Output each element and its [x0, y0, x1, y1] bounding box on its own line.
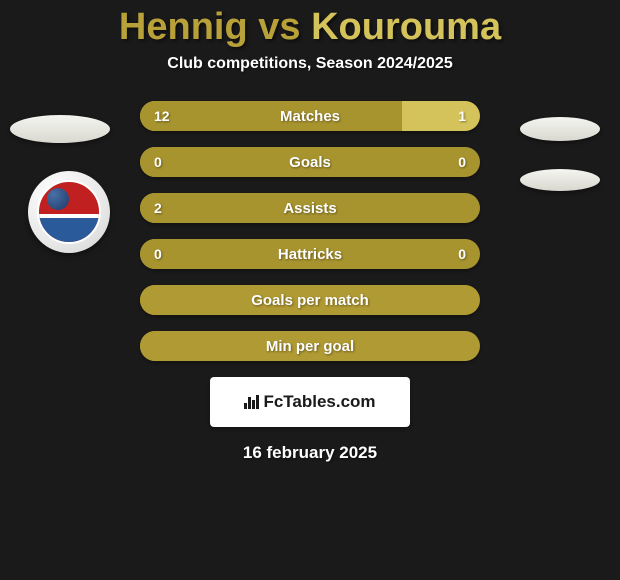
stat-label: Goals per match — [251, 292, 369, 309]
stat-label: Matches — [280, 108, 340, 125]
fctables-text: FcTables.com — [263, 392, 375, 412]
stat-right-segment — [466, 285, 480, 315]
stat-label: Assists — [283, 200, 336, 217]
chart-area: 12 1 Matches 0 0 Goals 2 Assists 0 0 Hattricks Goal… — [0, 101, 620, 463]
club-badge-inner — [37, 180, 101, 244]
comparison-card: Hennig vs Kourouma Club competitions, Se… — [0, 0, 620, 580]
fctables-watermark: FcTables.com — [210, 377, 410, 427]
stat-left-value: 2 — [154, 200, 162, 216]
player2-name: Kourouma — [311, 6, 501, 48]
stat-label: Hattricks — [278, 246, 342, 263]
stat-row-goals-per-match: Goals per match — [140, 285, 480, 315]
stat-right-value: 0 — [458, 154, 466, 170]
stat-left-value: 0 — [154, 246, 162, 262]
club-badge — [28, 171, 110, 253]
stat-right-segment: 1 — [402, 101, 480, 131]
stat-right-segment: 0 — [310, 147, 480, 177]
fctables-label: FcTables.com — [244, 392, 375, 412]
stat-left-value: 0 — [154, 154, 162, 170]
stat-label: Goals — [289, 154, 331, 171]
player1-name: Hennig — [119, 6, 248, 48]
stat-left-value: 12 — [154, 108, 170, 124]
stat-row-matches: 12 1 Matches — [140, 101, 480, 131]
subtitle: Club competitions, Season 2024/2025 — [0, 55, 620, 73]
date: 16 february 2025 — [0, 443, 620, 463]
player2-marker-ellipse-2 — [520, 169, 600, 191]
player2-marker-ellipse-1 — [520, 117, 600, 141]
stat-right-value: 0 — [458, 246, 466, 262]
stat-left-segment: 0 — [140, 147, 310, 177]
stat-row-hattricks: 0 0 Hattricks — [140, 239, 480, 269]
page-title: Hennig vs Kourouma — [0, 0, 620, 49]
stat-row-min-per-goal: Min per goal — [140, 331, 480, 361]
stat-right-segment — [466, 331, 480, 361]
stat-row-assists: 2 Assists — [140, 193, 480, 223]
comparison-bars: 12 1 Matches 0 0 Goals 2 Assists 0 0 Hattricks Goal… — [140, 101, 480, 361]
stat-right-segment — [466, 193, 480, 223]
player1-marker-ellipse — [10, 115, 110, 143]
bar-chart-icon — [244, 395, 259, 409]
vs-word: vs — [258, 6, 300, 48]
stat-right-value: 1 — [458, 108, 466, 124]
stat-label: Min per goal — [266, 338, 354, 355]
stat-row-goals: 0 0 Goals — [140, 147, 480, 177]
badge-ball-icon — [47, 188, 69, 210]
stat-left-segment: 12 — [140, 101, 402, 131]
badge-bottom — [39, 218, 99, 242]
